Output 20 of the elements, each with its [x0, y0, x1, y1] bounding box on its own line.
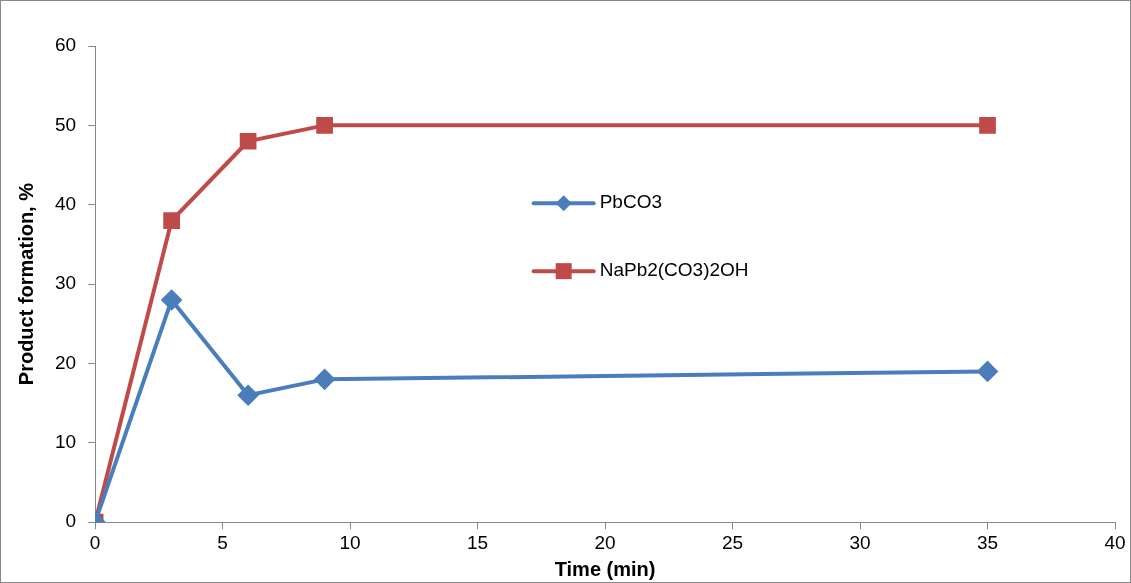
x-tick-label: 25 [721, 531, 744, 553]
x-axis-title: Time (min) [554, 557, 656, 580]
x-tick-label: 0 [89, 531, 101, 553]
x-tick-label: 40 [1104, 531, 1126, 553]
x-tick-label: 15 [467, 531, 489, 553]
x-tick-label: 5 [217, 531, 228, 553]
y-tick-label: 40 [54, 192, 77, 214]
y-tick-label: 20 [54, 351, 77, 373]
legend-label: NaPb2(CO3)2OH [599, 259, 749, 281]
y-tick-label: 30 [54, 272, 77, 294]
x-tick-label: 10 [339, 531, 361, 553]
y-tick-label: 10 [54, 431, 77, 453]
x-tick-label: 30 [849, 531, 871, 553]
y-tick-label: 0 [65, 510, 77, 532]
x-tick-label: 35 [976, 531, 999, 553]
legend-label: PbCO3 [599, 191, 662, 213]
y-tick-label: 50 [54, 113, 77, 135]
x-tick-label: 20 [594, 531, 616, 553]
y-axis-title: Product formation, % [14, 182, 37, 386]
y-tick-label: 60 [54, 34, 77, 56]
